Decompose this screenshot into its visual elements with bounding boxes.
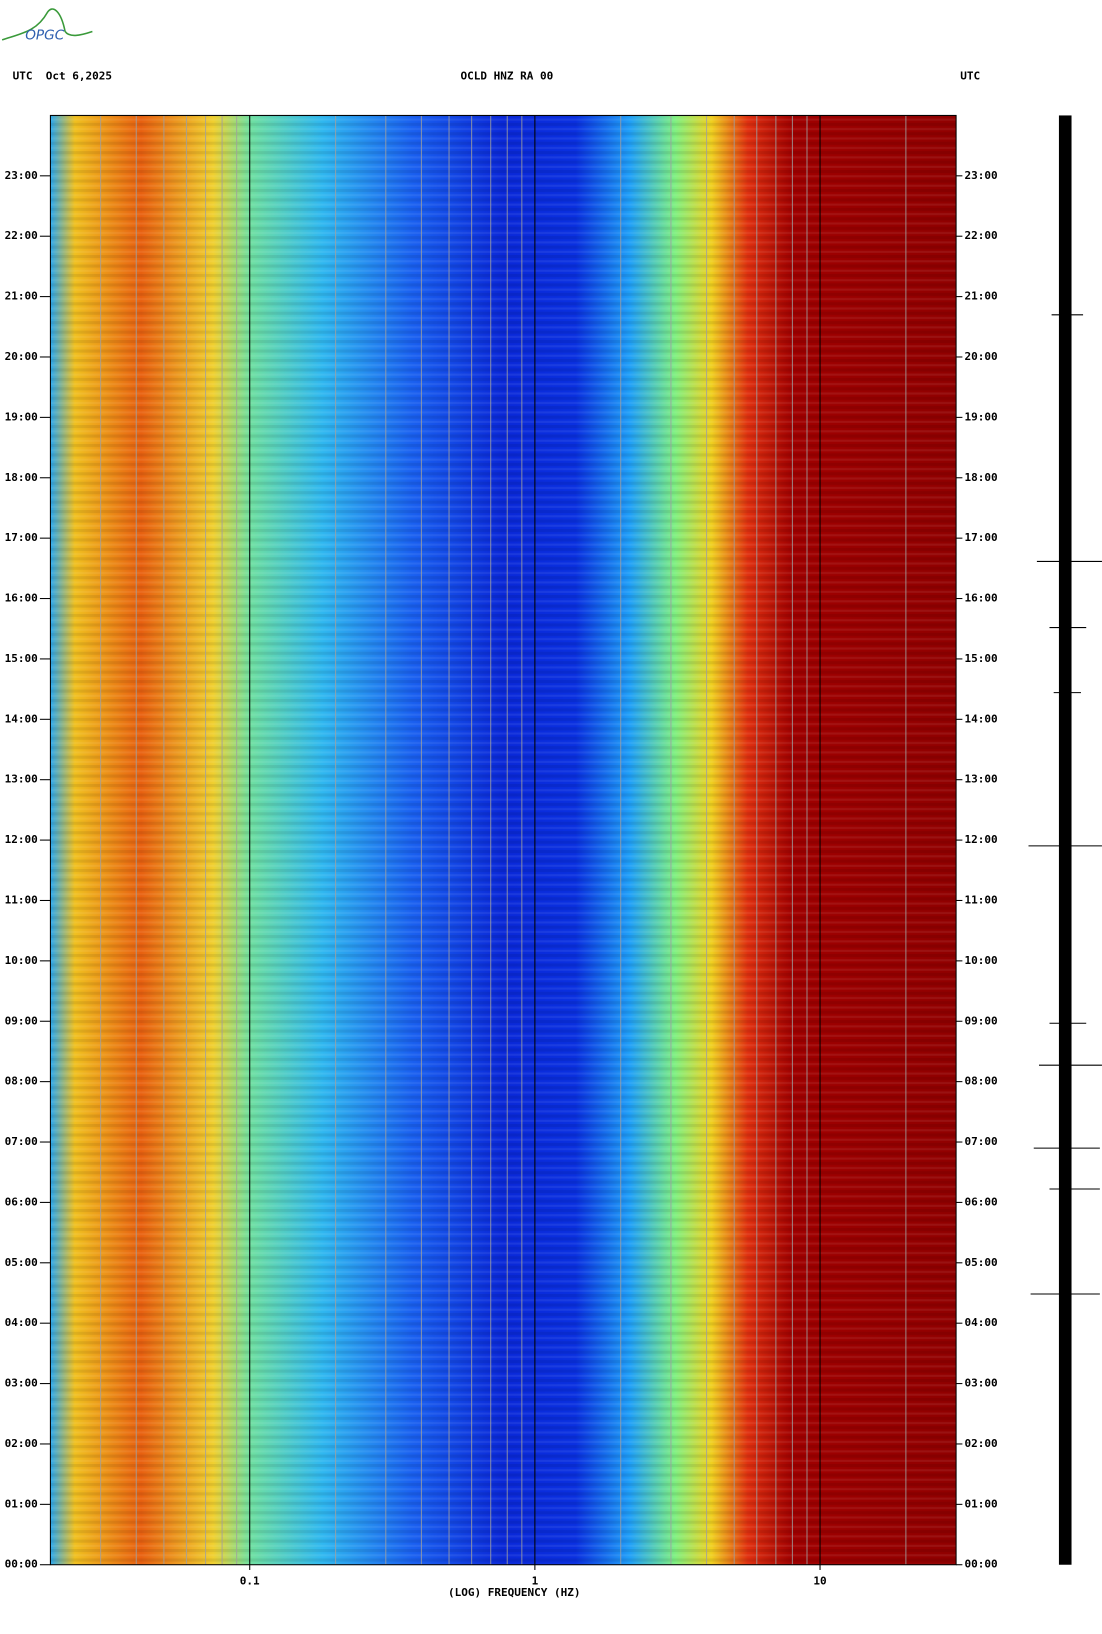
x-tick-label: 0.1 [240, 1575, 260, 1588]
y-tick-label-right: 09:00 [964, 1014, 997, 1027]
y-tick-label-left: 19:00 [5, 410, 38, 423]
seismogram [1028, 115, 1102, 1565]
y-tick-label-left: 13:00 [5, 773, 38, 786]
date-label: UTC Oct 6,2025 [13, 70, 112, 83]
right-label: UTC [960, 70, 980, 83]
y-tick-label-right: 15:00 [964, 652, 997, 665]
y-tick-label-left: 22:00 [5, 229, 38, 242]
x-axis-label: (LOG) FREQUENCY (HZ) [448, 1586, 580, 1599]
y-tick-label-left: 02:00 [5, 1437, 38, 1450]
spectrogram-texture [50, 115, 957, 1565]
y-tick-label-right: 05:00 [964, 1256, 997, 1269]
y-tick-label-right: 10:00 [964, 954, 997, 967]
y-tick-label-right: 12:00 [964, 833, 997, 846]
y-tick-label-left: 05:00 [5, 1256, 38, 1269]
y-tick-label-right: 17:00 [964, 531, 997, 544]
y-tick-label-left: 16:00 [5, 592, 38, 605]
y-tick-label-left: 04:00 [5, 1316, 38, 1329]
y-tick-label-left: 00:00 [5, 1558, 38, 1571]
y-tick-label-right: 22:00 [964, 229, 997, 242]
y-tick-label-left: 15:00 [5, 652, 38, 665]
y-tick-label-left: 23:00 [5, 169, 38, 182]
y-tick-label-left: 03:00 [5, 1377, 38, 1390]
y-tick-label-left: 01:00 [5, 1497, 38, 1510]
y-tick-label-right: 01:00 [964, 1497, 997, 1510]
y-tick-label-left: 18:00 [5, 471, 38, 484]
logo: OPGC [1, 8, 93, 44]
logo-text: OPGC [25, 28, 64, 44]
y-tick-label-right: 13:00 [964, 773, 997, 786]
chart-title: OCLD HNZ RA 00 [461, 70, 554, 83]
y-tick-label-right: 03:00 [964, 1377, 997, 1390]
y-tick-label-right: 06:00 [964, 1195, 997, 1208]
y-tick-label-left: 10:00 [5, 954, 38, 967]
y-tick-label-right: 14:00 [964, 712, 997, 725]
y-tick-label-left: 06:00 [5, 1195, 38, 1208]
y-tick-label-left: 17:00 [5, 531, 38, 544]
y-tick-label-right: 18:00 [964, 471, 997, 484]
x-tick-label: 10 [813, 1575, 826, 1588]
y-tick-label-right: 16:00 [964, 592, 997, 605]
y-tick-label-right: 08:00 [964, 1075, 997, 1088]
y-tick-label-right: 07:00 [964, 1135, 997, 1148]
y-tick-label-left: 09:00 [5, 1014, 38, 1027]
y-tick-label-left: 08:00 [5, 1075, 38, 1088]
y-tick-label-right: 11:00 [964, 893, 997, 906]
y-tick-label-right: 20:00 [964, 350, 997, 363]
x-tick-label: 1 [532, 1575, 539, 1588]
plot-frame [49, 114, 957, 1566]
y-tick-label-left: 12:00 [5, 833, 38, 846]
y-tick-label-right: 23:00 [964, 169, 997, 182]
y-tick-label-left: 21:00 [5, 290, 38, 303]
y-tick-label-right: 04:00 [964, 1316, 997, 1329]
y-tick-label-right: 02:00 [964, 1437, 997, 1450]
y-tick-label-left: 14:00 [5, 712, 38, 725]
y-tick-label-right: 21:00 [964, 290, 997, 303]
y-tick-label-left: 11:00 [5, 893, 38, 906]
y-tick-label-left: 20:00 [5, 350, 38, 363]
y-tick-label-right: 19:00 [964, 410, 997, 423]
y-tick-label-left: 07:00 [5, 1135, 38, 1148]
y-tick-label-right: 00:00 [964, 1558, 997, 1571]
